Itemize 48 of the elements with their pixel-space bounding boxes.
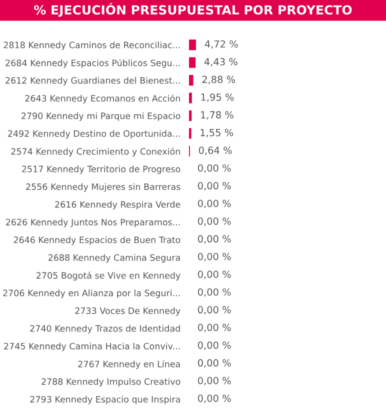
y-tick-label: 2818 Kennedy Caminos de Reconciliac... bbox=[4, 42, 180, 50]
y-tick-label: 2788 Kennedy Impulso Creativo bbox=[42, 378, 180, 387]
y-tick-label: 2767 Kennedy en Línea bbox=[78, 360, 180, 370]
data-label: 0,00 % bbox=[198, 324, 231, 332]
data-label: 0,00 % bbox=[198, 288, 231, 297]
y-tick-label: 2745 Kennedy Camina Hacia la Conviv... bbox=[4, 342, 180, 352]
bar bbox=[189, 92, 192, 104]
y-tick-label: 2492 Kennedy Destino de Oportunida... bbox=[8, 130, 180, 139]
y-tick-label: 2616 Kennedy Respira Verde bbox=[55, 200, 180, 210]
data-label: 4,43 % bbox=[204, 58, 238, 66]
y-tick-label: 2612 Kennedy Guardianes del Bienest... bbox=[6, 76, 180, 86]
y-tick-label: 2643 Kennedy Ecomanos en Acción bbox=[25, 94, 180, 104]
data-label: 0,00 % bbox=[198, 341, 231, 350]
y-tick-label: 2705 Bogotá se Vive en Kennedy bbox=[36, 272, 180, 280]
data-label: 0,00 % bbox=[198, 217, 231, 226]
data-label: 0,00 % bbox=[198, 235, 231, 244]
y-tick-label: 2706 Kennedy en Alianza por la Seguri... bbox=[3, 290, 180, 298]
data-label: 4,72 % bbox=[204, 40, 238, 49]
y-tick-label: 2556 Kennedy Mujeres sin Barreras bbox=[26, 183, 180, 192]
y-tick-label: 2574 Kennedy Crecimiento y Conexión bbox=[11, 148, 180, 156]
bar bbox=[189, 57, 196, 68]
data-label: 0,00 % bbox=[198, 376, 231, 386]
data-label: 0,00 % bbox=[198, 164, 231, 173]
y-tick-label: 2684 Kennedy Espacios Públicos Segu... bbox=[6, 59, 180, 68]
data-label: 1,55 % bbox=[200, 128, 234, 138]
y-tick-label: 2740 Kennedy Trazos de Identidad bbox=[30, 324, 180, 334]
chart-title: % EJECUCIÓN PRESUPUESTAL POR PROYECTO bbox=[34, 2, 352, 17]
y-tick-label: 2793 Kennedy Espacio que Inspira bbox=[30, 396, 180, 404]
data-label: 0,00 % bbox=[198, 359, 231, 368]
data-label: 0,00 % bbox=[198, 394, 231, 403]
y-tick-label: 2790 Kennedy mi Parque mi Espacio bbox=[22, 112, 180, 121]
data-label: 0,00 % bbox=[198, 270, 231, 279]
y-tick-label: 2626 Kennedy Juntos Nos Preparamos... bbox=[6, 218, 180, 228]
bar bbox=[189, 110, 192, 122]
data-label: 1,95 % bbox=[201, 93, 234, 102]
data-label: 0,00 % bbox=[198, 182, 231, 190]
bar bbox=[189, 74, 194, 86]
data-label: 0,64 % bbox=[198, 146, 232, 155]
data-label: 1,78 % bbox=[201, 111, 234, 120]
y-tick-label: 2517 Kennedy Territorio de Progreso bbox=[22, 166, 180, 174]
data-label: 0,00 % bbox=[198, 252, 231, 262]
data-label: 2,88 % bbox=[202, 76, 236, 84]
y-tick-label: 2688 Kennedy Camina Segura bbox=[48, 254, 180, 263]
bar bbox=[189, 40, 196, 50]
y-tick-label: 2733 Voces De Kennedy bbox=[75, 307, 180, 316]
data-label: 0,00 % bbox=[198, 200, 231, 208]
data-label: 0,00 % bbox=[198, 306, 231, 314]
y-tick-label: 2646 Kennedy Espacios de Buen Trato bbox=[14, 236, 180, 245]
